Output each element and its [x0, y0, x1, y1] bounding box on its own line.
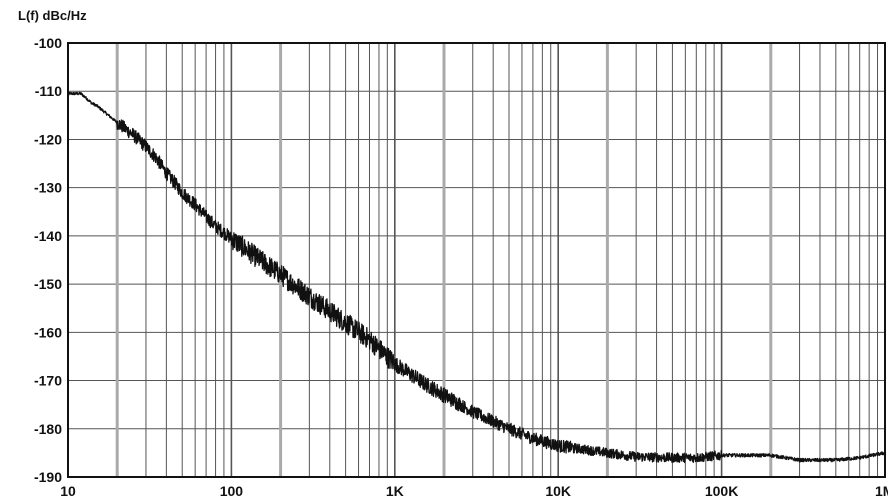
x-tick-label: 10 — [60, 483, 76, 499]
y-tick-label: -150 — [34, 276, 62, 292]
y-tick-label: -100 — [34, 35, 62, 51]
x-tick-labels: 10 100 1K 10K 100K 1M — [60, 483, 888, 499]
y-tick-label: -180 — [34, 421, 62, 437]
y-tick-label: -120 — [34, 131, 62, 147]
x-tick-label: 1K — [386, 483, 404, 499]
plot-frame — [67, 42, 886, 478]
x-tick-label: 1M — [875, 483, 888, 499]
y-axis-title: L(f) dBc/Hz — [18, 8, 87, 23]
y-tick-labels: -100 -110 -120 -130 -140 -150 -160 -170 -180 -190 — [34, 35, 62, 485]
y-tick-label: -110 — [35, 83, 62, 99]
grid — [68, 42, 885, 478]
y-tick-label: -130 — [34, 180, 62, 196]
y-tick-label: -140 — [34, 228, 62, 244]
phase-noise-trace — [67, 91, 886, 464]
x-tick-label: 100 — [220, 483, 244, 499]
x-tick-label: 10K — [545, 483, 571, 499]
y-tick-label: -170 — [34, 373, 62, 389]
y-tick-label: -190 — [34, 469, 62, 485]
y-tick-label: -160 — [34, 324, 62, 340]
x-tick-label: 100K — [705, 483, 738, 499]
